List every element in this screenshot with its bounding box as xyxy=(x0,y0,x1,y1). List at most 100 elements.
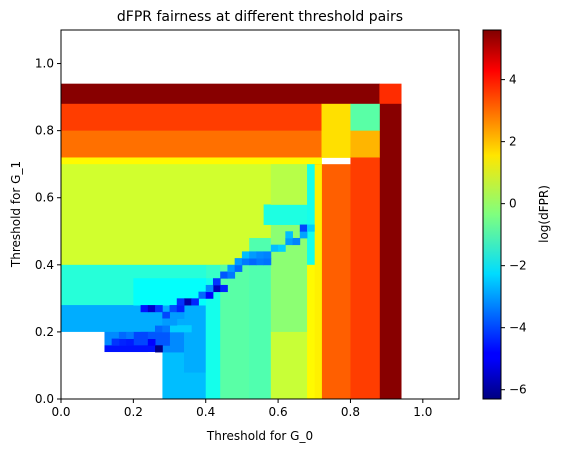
heatmap-region xyxy=(379,103,402,400)
heatmap-cell xyxy=(155,325,163,333)
heatmap-cell xyxy=(299,224,308,232)
heatmap-cell xyxy=(227,271,236,279)
heatmap-cell xyxy=(155,305,163,313)
heatmap-cell xyxy=(140,331,149,340)
colorbar-tick-label: 0 xyxy=(509,197,517,211)
heatmap-cell xyxy=(140,305,149,313)
x-axis-ticks: 0.0 0.2 0.4 0.6 0.8 1.0 xyxy=(51,399,432,419)
heatmap-cell xyxy=(147,331,156,340)
heatmap-cell xyxy=(292,237,301,246)
heatmap-region xyxy=(270,164,308,205)
heatmap-cell xyxy=(118,331,127,340)
heatmap-cell xyxy=(263,251,272,259)
x-tick-label: 1.0 xyxy=(413,405,432,419)
heatmap-cell xyxy=(227,264,236,272)
heatmap-cell xyxy=(205,284,214,293)
heatmap-cell xyxy=(169,318,178,326)
heatmap-region xyxy=(61,157,322,165)
y-axis-ticks: 0.0 0.2 0.4 0.6 0.8 1.0 xyxy=(35,57,61,406)
heatmap-cell xyxy=(256,258,265,266)
heatmap-region xyxy=(205,278,221,400)
colorbar-tick-label: 2 xyxy=(509,135,517,149)
heatmap-region xyxy=(379,83,402,105)
heatmap-cell xyxy=(234,258,243,266)
heatmap-cell xyxy=(126,331,134,340)
heatmap-cell xyxy=(285,237,293,246)
heatmap-cell xyxy=(155,318,163,326)
colorbar-gradient xyxy=(482,29,502,400)
heatmap-region xyxy=(61,103,322,132)
heatmap-cell xyxy=(307,224,315,232)
heatmap-cell xyxy=(176,298,185,306)
heatmap-cell xyxy=(249,251,257,259)
heatmap-region xyxy=(270,331,308,400)
heatmap-region xyxy=(263,204,308,225)
x-axis-label: Threshold for G_0 xyxy=(206,429,313,443)
heatmap-cells xyxy=(61,83,402,400)
empty-region xyxy=(61,331,105,353)
heatmap-region xyxy=(350,157,380,400)
y-axis-label: Threshold for G_1 xyxy=(9,161,23,268)
empty-region xyxy=(104,352,163,359)
heatmap-region xyxy=(307,164,315,266)
y-tick-label: 0.0 xyxy=(35,392,54,406)
heatmap-cell xyxy=(220,271,228,279)
y-tick-label: 0.2 xyxy=(35,325,54,339)
heatmap-region xyxy=(104,345,163,353)
colorbar-tick-label: −4 xyxy=(509,321,527,335)
colorbar-tick-label: −2 xyxy=(509,259,527,273)
heatmap-cell xyxy=(162,311,170,319)
heatmap-cell xyxy=(212,284,221,293)
colorbar: −6 −4 −2 0 2 4 log(dFPR) xyxy=(482,29,551,400)
y-tick-label: 0.4 xyxy=(35,258,54,272)
y-tick-label: 0.6 xyxy=(35,191,54,205)
plot-area xyxy=(60,29,460,400)
chart-title: dFPR fairness at different threshold pai… xyxy=(117,9,403,25)
x-tick-label: 0.0 xyxy=(51,405,70,419)
heatmap-cell xyxy=(299,231,308,239)
heatmap-cell xyxy=(198,291,207,299)
x-tick-label: 0.8 xyxy=(341,405,360,419)
heatmap-region xyxy=(249,237,272,400)
heatmap-region xyxy=(169,325,192,333)
heatmap-region xyxy=(321,103,351,158)
plot-frame xyxy=(60,29,460,400)
heatmap-cell xyxy=(256,251,265,259)
heatmap-cell xyxy=(162,318,170,326)
colorbar-tick-label: −6 xyxy=(509,383,527,397)
empty-region xyxy=(61,358,163,399)
heatmap-region xyxy=(350,103,380,132)
heatmap-cell xyxy=(176,305,185,313)
heatmap-cell xyxy=(249,258,257,266)
heatmap-cell xyxy=(241,258,250,266)
heatmap-cell xyxy=(126,338,134,346)
heatmap-region xyxy=(61,130,322,158)
heatmap-cell xyxy=(285,231,293,239)
heatmap-cell xyxy=(234,264,243,272)
colorbar-ticks: −6 −4 −2 0 2 4 xyxy=(501,73,527,397)
heatmap-cell xyxy=(147,305,156,313)
y-tick-label: 1.0 xyxy=(35,57,54,71)
heatmap-region xyxy=(350,130,380,158)
x-tick-label: 0.4 xyxy=(196,405,215,419)
heatmap-cell xyxy=(184,298,192,306)
heatmap-cell xyxy=(278,244,286,252)
colorbar-label: log(dFPR) xyxy=(537,185,551,243)
heatmap-cell xyxy=(155,345,163,353)
heatmap-cell xyxy=(162,325,170,333)
empty-region xyxy=(147,352,163,359)
empty-region xyxy=(61,352,105,359)
heatmap-cell xyxy=(212,278,221,286)
heatmap-cell xyxy=(263,258,272,266)
heatmap-region xyxy=(61,83,380,105)
heatmap-cell xyxy=(147,338,156,346)
heatmap-cell xyxy=(270,244,279,252)
heatmap-region xyxy=(307,264,315,400)
heatmap-cell xyxy=(220,284,228,293)
heatmap-cell xyxy=(118,338,127,346)
x-tick-label: 0.2 xyxy=(124,405,143,419)
heatmap-region xyxy=(184,305,207,373)
heatmap-cell xyxy=(111,338,120,346)
heatmap-cell xyxy=(169,305,178,313)
